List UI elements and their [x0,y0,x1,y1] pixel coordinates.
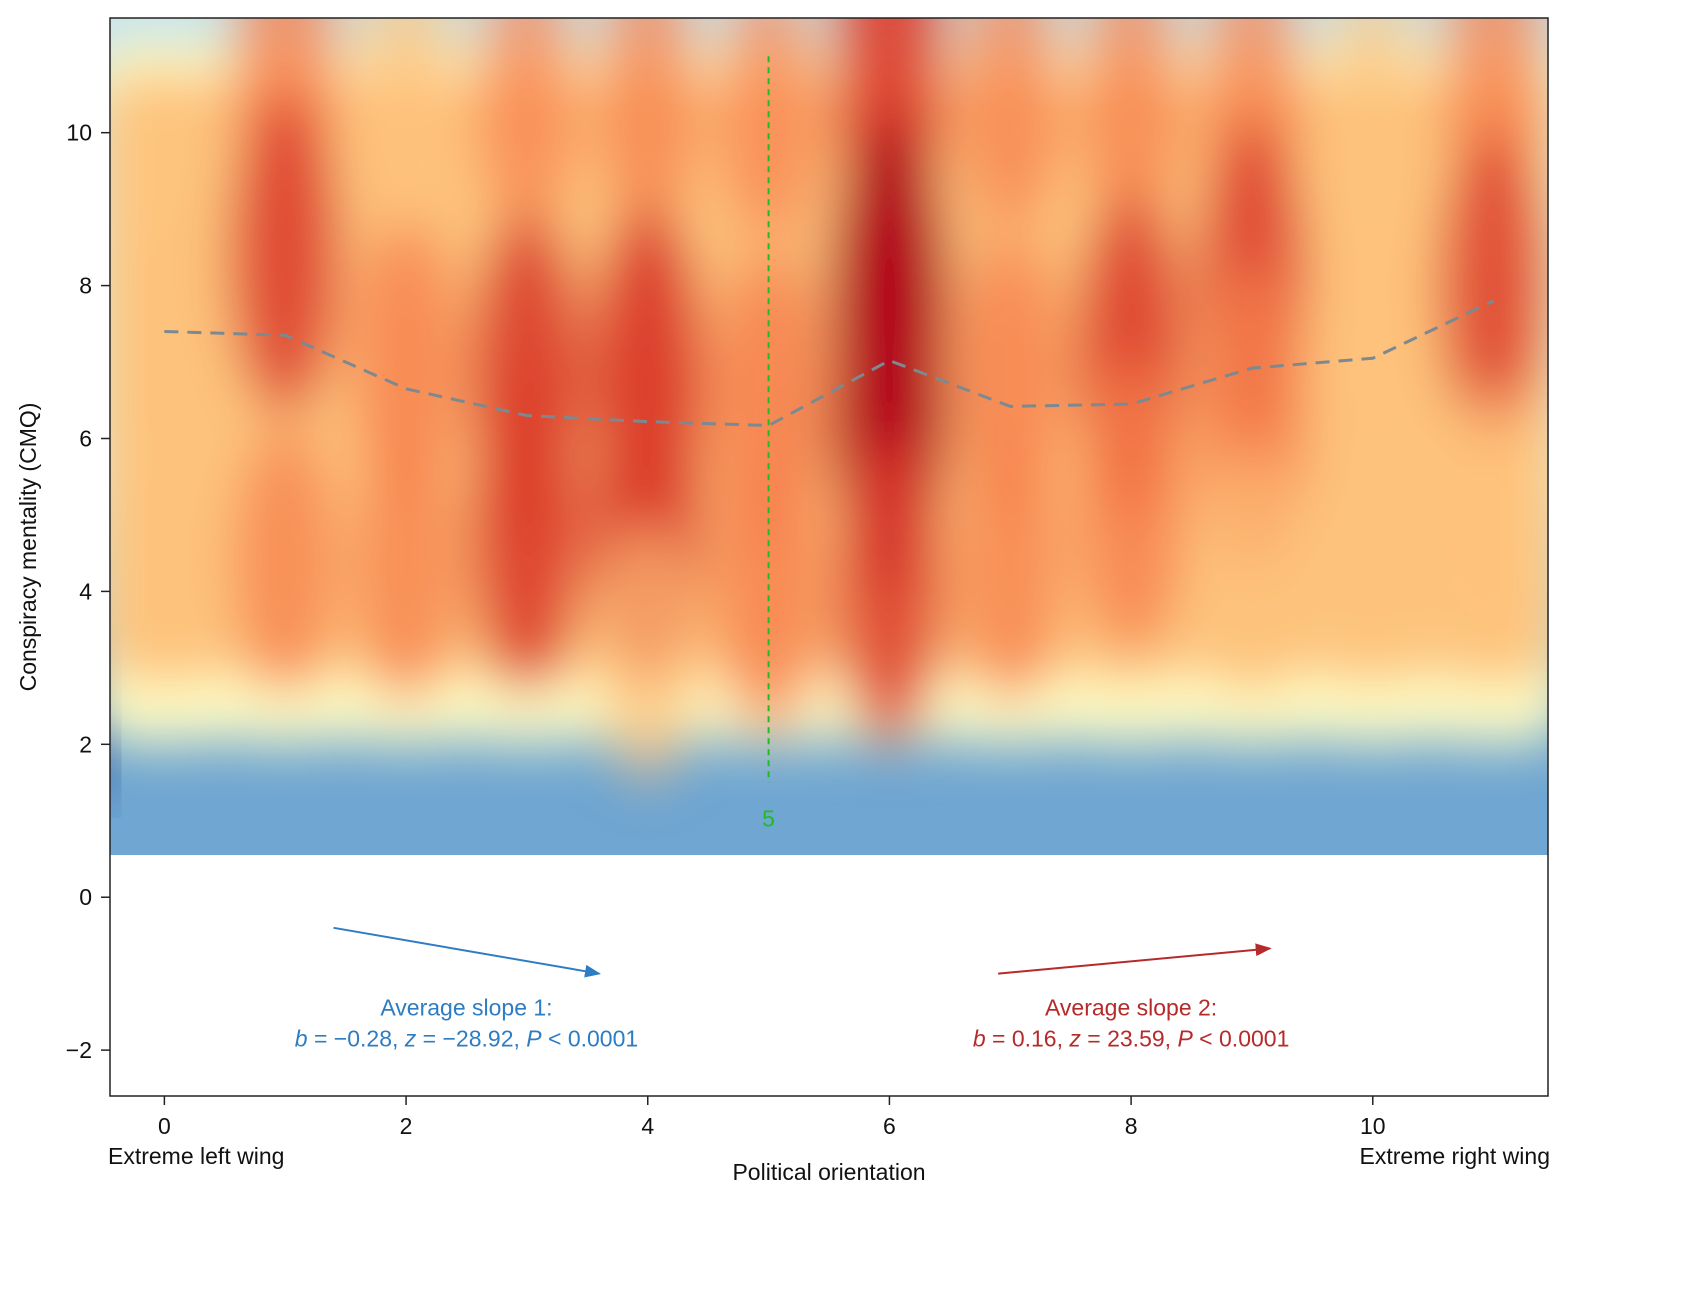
x-tick-label: 10 [1360,1113,1386,1139]
y-tick-label: 10 [66,120,92,146]
density-peak [835,437,944,745]
density-peak [119,444,210,662]
y-tick-label: 4 [79,578,92,604]
slope1-title: Average slope 1: [380,995,552,1021]
density-peak [597,18,699,230]
slope1-z-label: z [404,1025,417,1051]
x-tick-label: 0 [158,1113,171,1139]
density-heatmap [110,18,1548,856]
density-peak [229,95,341,415]
slope1-arrow [333,926,601,978]
y-tick-label: −2 [66,1037,92,1063]
x-tick-label: 2 [400,1113,413,1139]
slope1-p-label: P [526,1025,542,1051]
x-axis-label: Political orientation [732,1159,925,1185]
y-tick-label: 8 [79,273,92,299]
x-end-label-right: Extreme right wing [1360,1143,1550,1169]
x-end-label-left: Extreme left wing [108,1143,284,1169]
density-peak [959,18,1062,231]
density-blobs [110,18,1548,783]
density-peak [1444,387,1543,643]
slope2-arrow [998,943,1272,975]
slope2-p-label: P [1177,1025,1193,1051]
slope1-stats: b = −0.28, z = −28.92, P < 0.0001 [295,1025,638,1051]
density-peak [476,18,577,227]
density-peak [716,448,821,735]
density-peak [1325,395,1421,635]
density-peak [1323,195,1422,452]
density-peak [470,366,584,695]
slope1-p-value: < 0.0001 [542,1025,639,1051]
density-peak [1439,132,1548,440]
slope2-title: Average slope 2: [1045,995,1217,1021]
density-peak [356,18,456,217]
y-tick-label: 0 [79,884,92,910]
slope1-z-value: = −28.92, [416,1025,526,1051]
x-tick-label: 4 [641,1113,654,1139]
y-tick-label: 6 [79,425,92,451]
plot-frame [109,17,1549,1097]
density-peak [1078,360,1185,655]
slope2-p-value: < 0.0001 [1193,1025,1290,1051]
slope1-b-value: = −0.28, [308,1025,405,1051]
slope2-b-label: b [973,1025,986,1051]
x-tick-label: 6 [883,1113,896,1139]
density-peak [718,18,819,242]
density-peak [1080,18,1182,230]
slope2-stats: b = 0.16, z = 23.59, P < 0.0001 [973,1025,1290,1051]
x-tick-label: 8 [1125,1113,1138,1139]
density-peak [1324,18,1421,216]
y-tick-label: 2 [79,731,92,757]
slope1-annotation: Average slope 1: b = −0.28, z = −28.92, … [295,995,638,1052]
breakpoint-label: 5 [762,806,775,832]
slope2-annotation: Average slope 2: b = 0.16, z = 23.59, P … [973,995,1290,1052]
slope2-z-label: z [1068,1025,1081,1051]
mean-line-layer [164,299,1495,428]
y-axis-label: Conspiracy mentality (CMQ) [15,403,41,692]
density-peak [958,234,1063,521]
density-peak [959,433,1061,704]
density-peak [353,219,459,505]
axes-layer: 0 2 4 6 8 10 −2 0 2 4 6 8 10 [66,120,1386,1139]
slope1-b-label: b [295,1025,308,1051]
slope2-z-value: = 23.59, [1081,1025,1178,1051]
density-peak [355,433,457,704]
slope2-b-value: = 0.16, [986,1025,1070,1051]
density-peak [1203,451,1301,701]
mean-line [164,299,1495,428]
annotation-layer [333,56,1272,978]
density-peak [598,522,698,783]
density-peak [116,217,213,461]
density-peak [234,425,336,697]
